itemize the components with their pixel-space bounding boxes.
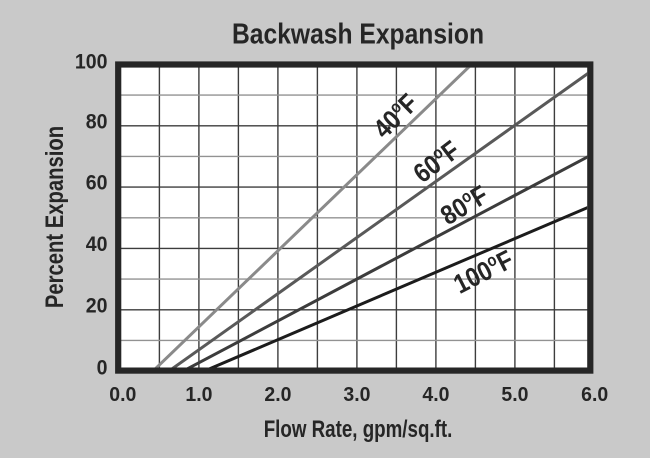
svg-text:2.0: 2.0: [264, 383, 291, 406]
svg-text:3.0: 3.0: [343, 383, 370, 406]
svg-text:1.0: 1.0: [185, 383, 212, 406]
svg-text:0: 0: [97, 357, 108, 380]
svg-text:Backwash Expansion: Backwash Expansion: [232, 18, 484, 50]
svg-text:40: 40: [86, 233, 108, 256]
svg-text:Flow Rate, gpm/sq.ft.: Flow Rate, gpm/sq.ft.: [264, 416, 453, 443]
svg-text:100: 100: [75, 51, 108, 74]
svg-text:4.0: 4.0: [422, 383, 449, 406]
svg-text:6.0: 6.0: [581, 383, 608, 406]
svg-text:60: 60: [86, 172, 108, 195]
svg-text:Percent Expansion: Percent Expansion: [40, 126, 69, 308]
svg-text:5.0: 5.0: [501, 383, 528, 406]
svg-text:0.0: 0.0: [109, 383, 136, 406]
svg-text:80: 80: [86, 111, 108, 134]
svg-text:20: 20: [86, 295, 108, 318]
